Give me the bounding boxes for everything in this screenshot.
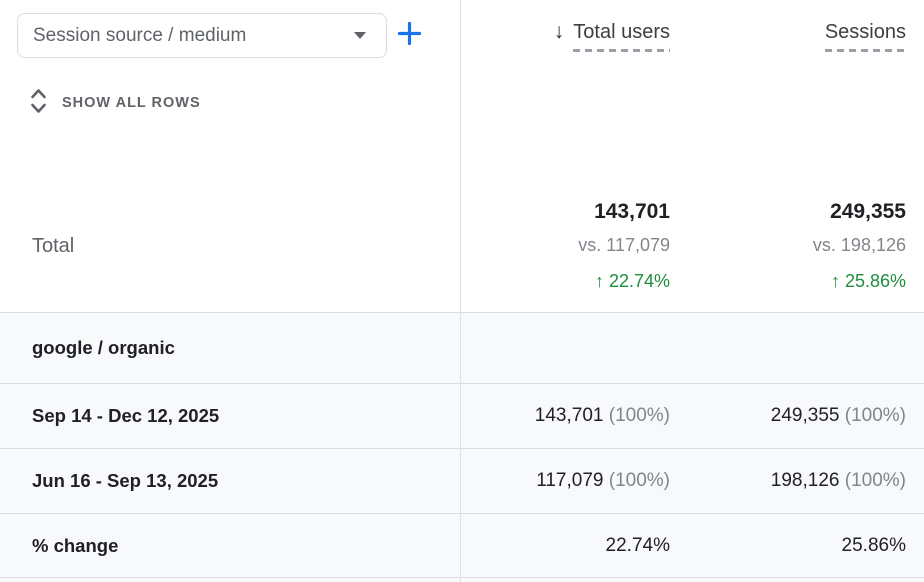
total-users-value: 143,701 (594, 200, 670, 223)
column-header-label-sessions: Sessions (825, 19, 906, 52)
total-row-label: Total (32, 235, 75, 257)
total-users-comparison-value: vs. 117,079 (578, 235, 670, 255)
cell-value: 22.74% (605, 534, 670, 556)
total-cell-total-users: 143,701 vs. 117,079 ↑ 22.74% (578, 199, 670, 292)
dimension-value-label: google / organic (32, 337, 175, 358)
date-range-label: Sep 14 - Dec 12, 2025 (32, 405, 220, 426)
column-header-label-total-users: Total users (573, 19, 670, 52)
table-row-current-period: Sep 14 - Dec 12, 2025 143,701 (100%) 249… (0, 384, 924, 449)
column-header-sessions[interactable]: Sessions (825, 19, 906, 52)
unfold-more-icon (28, 87, 49, 120)
cell-sessions: 198,126 (100%) (771, 470, 906, 492)
dimension-picker-dropdown[interactable]: Session source / medium (17, 13, 387, 58)
header-body-divider (0, 312, 924, 313)
add-dimension-button[interactable] (394, 21, 424, 51)
cell-value: 198,126 (770, 470, 840, 491)
total-cell-sessions: 249,355 vs. 198,126 ↑ 25.86% (813, 199, 906, 292)
cell-total-users: 143,701 (100%) (535, 405, 670, 427)
table-row-percent-change: % change 22.74% 25.86% (0, 514, 924, 578)
table-row-previous-period: Jun 16 - Sep 13, 2025 117,079 (100%) 198… (0, 449, 924, 514)
plus-icon (396, 20, 423, 52)
cell-value: 117,079 (536, 470, 604, 491)
cell-share: (100%) (608, 470, 670, 491)
sort-descending-icon: ↓ (553, 20, 565, 43)
table-row-dimension: google / organic (0, 313, 924, 384)
cell-value: 25.86% (841, 534, 906, 556)
column-header-total-users[interactable]: ↓ Total users (554, 19, 670, 52)
column-divider (460, 0, 461, 582)
cell-share: (100%) (608, 405, 670, 426)
trend-up-icon: ↑ (594, 271, 604, 291)
total-users-change: ↑ 22.74% (578, 270, 670, 292)
percent-change-label: % change (32, 534, 119, 556)
dimension-picker-label: Session source / medium (33, 24, 247, 46)
cell-share: (100%) (844, 405, 906, 426)
chevron-down-icon (354, 32, 366, 39)
show-all-rows-label: SHOW ALL ROWS (62, 95, 201, 111)
show-all-rows-button[interactable]: SHOW ALL ROWS (28, 88, 201, 118)
sessions-change: ↑ 25.86% (813, 270, 906, 292)
table-body: google / organic Sep 14 - Dec 12, 2025 1… (0, 313, 924, 582)
total-users-change-value: 22.74% (608, 271, 670, 291)
cell-total-users: 117,079 (100%) (536, 470, 670, 492)
cell-value: 249,355 (770, 405, 840, 426)
cell-value: 143,701 (534, 405, 604, 426)
cell-share: (100%) (844, 470, 906, 491)
cell-sessions: 249,355 (100%) (771, 405, 906, 427)
cell-total-users: 22.74% (606, 535, 670, 557)
sessions-value: 249,355 (830, 200, 906, 223)
sessions-comparison-value: vs. 198,126 (812, 235, 906, 255)
sessions-change-value: 25.86% (844, 271, 906, 291)
cell-sessions: 25.86% (842, 535, 906, 557)
trend-up-icon: ↑ (830, 271, 840, 291)
date-range-label: Jun 16 - Sep 13, 2025 (32, 470, 219, 491)
